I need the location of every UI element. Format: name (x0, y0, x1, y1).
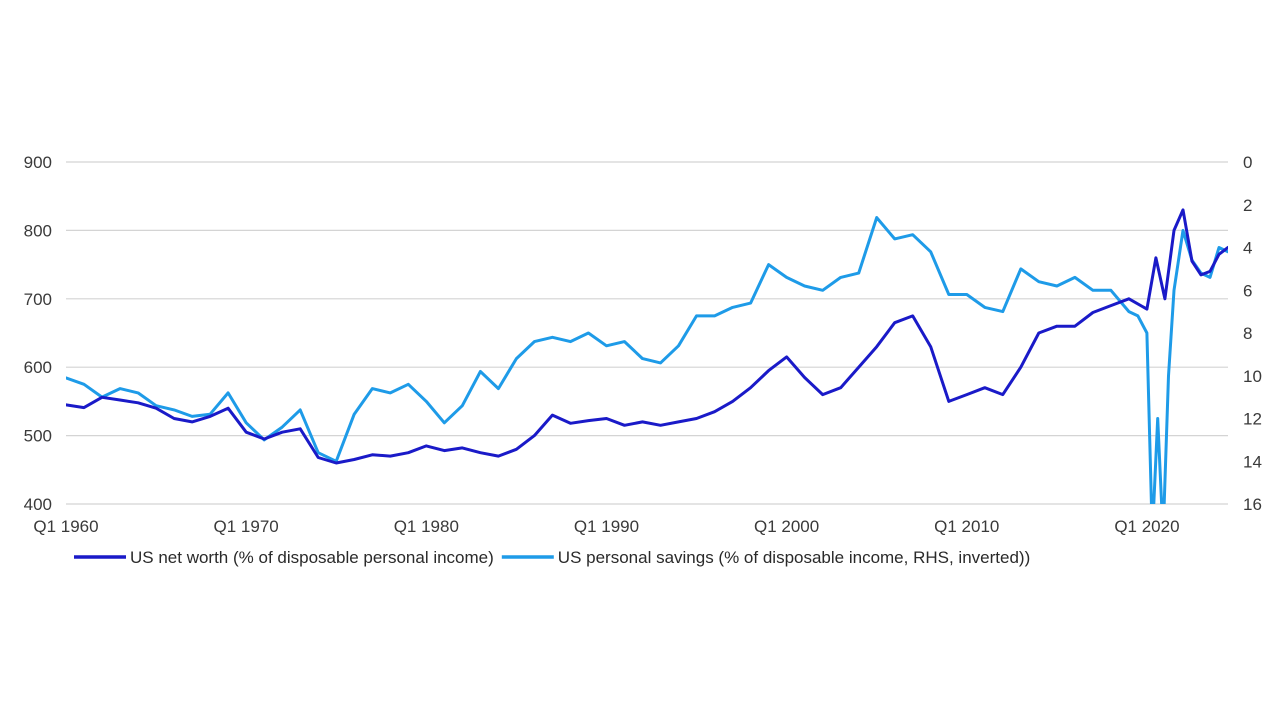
right-tick-label-6: 6 (1243, 281, 1252, 300)
right-tick-label-10: 10 (1243, 367, 1262, 386)
x-tick-label-1970: Q1 1970 (214, 517, 279, 536)
left-tick-label-500: 500 (24, 427, 52, 446)
left-tick-label-700: 700 (24, 290, 52, 309)
x-tick-label-1980: Q1 1980 (394, 517, 459, 536)
x-axis-ticks: Q1 1960 Q1 1970 Q1 1980 Q1 1990 Q1 2000 Q1 20… (33, 517, 1179, 536)
legend: US net worth (% of disposable personal i… (74, 548, 1030, 567)
left-tick-label-400: 400 (24, 495, 52, 514)
left-tick-label-600: 600 (24, 358, 52, 377)
gridlines (66, 161, 1228, 505)
x-tick-label-2020: Q1 2020 (1114, 517, 1179, 536)
right-axis-ticks: 0 2 4 6 8 10 12 14 16 (1243, 153, 1262, 514)
left-tick-label-900: 900 (24, 153, 52, 172)
right-tick-label-0: 0 (1243, 153, 1252, 172)
x-tick-label-1960: Q1 1960 (33, 517, 98, 536)
right-tick-label-14: 14 (1243, 452, 1262, 471)
right-tick-label-4: 4 (1243, 239, 1252, 258)
right-tick-label-2: 2 (1243, 196, 1252, 215)
right-tick-label-16: 16 (1243, 495, 1262, 514)
series-line-net-worth (66, 208, 1228, 465)
left-tick-label-800: 800 (24, 221, 52, 240)
legend-label-0: US net worth (% of disposable personal i… (130, 548, 494, 567)
legend-label-1: US personal savings (% of disposable inc… (558, 548, 1030, 567)
right-tick-label-8: 8 (1243, 324, 1252, 343)
left-axis-ticks: 900 800 700 600 500 400 (24, 153, 52, 514)
x-tick-label-2010: Q1 2010 (934, 517, 999, 536)
series-lines (66, 208, 1228, 504)
x-tick-label-1990: Q1 1990 (574, 517, 639, 536)
right-tick-label-12: 12 (1243, 410, 1262, 429)
series-line-personal-savings (66, 216, 1228, 504)
x-tick-label-2000: Q1 2000 (754, 517, 819, 536)
